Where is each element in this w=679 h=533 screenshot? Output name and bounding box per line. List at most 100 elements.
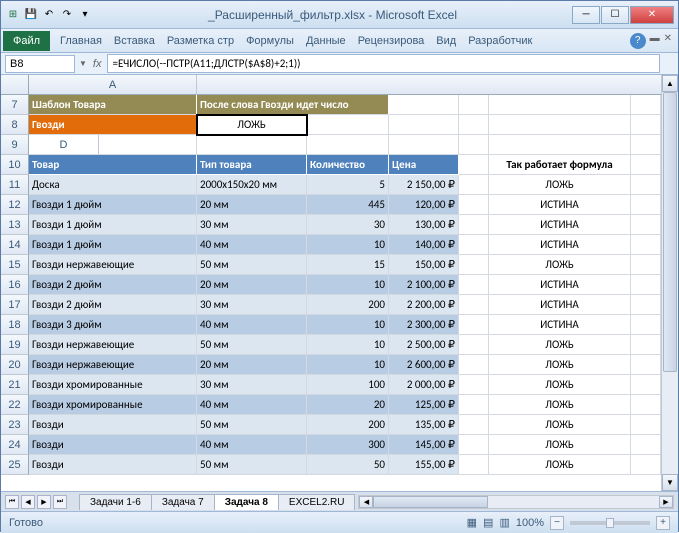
row-header[interactable]: 12 (1, 195, 29, 215)
column-header[interactable]: A (29, 75, 197, 95)
zoom-in-button[interactable]: + (656, 516, 670, 530)
cell[interactable]: 15 (307, 255, 389, 275)
sheet-tab[interactable]: Задача 7 (151, 494, 215, 510)
excel-icon[interactable]: ⊞ (5, 7, 21, 23)
cell[interactable]: 30 (307, 215, 389, 235)
cell[interactable]: 50 мм (197, 255, 307, 275)
cell[interactable]: 2000x150x20 мм (197, 175, 307, 195)
zoom-out-button[interactable]: − (550, 516, 564, 530)
cell[interactable]: 200 (307, 415, 389, 435)
cell[interactable] (631, 295, 661, 315)
ribbon-tab[interactable]: Главная (54, 31, 108, 51)
cell[interactable]: 155,00 ₽ (389, 455, 459, 475)
cell[interactable] (459, 175, 489, 195)
ribbon-tab[interactable]: Данные (300, 31, 352, 51)
name-box[interactable]: B8 (5, 55, 75, 73)
cell[interactable] (631, 455, 661, 475)
cell[interactable] (459, 155, 489, 175)
qat-more-icon[interactable]: ▾ (77, 7, 93, 23)
row-header[interactable]: 11 (1, 175, 29, 195)
cell[interactable]: 20 мм (197, 355, 307, 375)
cell[interactable]: ЛОЖЬ (489, 175, 631, 195)
cell[interactable] (489, 115, 631, 135)
ribbon-minimize-icon[interactable]: ▬ (650, 33, 660, 49)
cell[interactable]: 30 мм (197, 295, 307, 315)
namebox-dropdown-icon[interactable]: ▼ (79, 59, 87, 68)
cell[interactable]: Гвозди 2 дюйм (29, 275, 197, 295)
cell[interactable] (631, 395, 661, 415)
row-header[interactable]: 17 (1, 295, 29, 315)
cell[interactable]: 100 (307, 375, 389, 395)
cell[interactable] (307, 115, 389, 135)
cell[interactable]: ИСТИНА (489, 215, 631, 235)
cell[interactable] (459, 395, 489, 415)
ribbon-tab[interactable]: Рецензирова (352, 31, 431, 51)
cell[interactable]: 5 (307, 175, 389, 195)
cell[interactable]: Гвозди нержавеющие (29, 355, 197, 375)
cell[interactable]: ИСТИНА (489, 235, 631, 255)
scroll-up-button[interactable]: ▲ (662, 75, 678, 92)
cell[interactable] (631, 255, 661, 275)
cell[interactable] (459, 455, 489, 475)
cell[interactable]: 2 600,00 ₽ (389, 355, 459, 375)
cell[interactable]: Гвозди (29, 435, 197, 455)
save-icon[interactable]: 💾 (23, 7, 39, 23)
tab-last-button[interactable]: ⏭ (53, 495, 67, 509)
cell[interactable]: 50 (307, 455, 389, 475)
cell[interactable]: ЛОЖЬ (489, 415, 631, 435)
cell[interactable]: Гвозди хромированные (29, 375, 197, 395)
row-header[interactable]: 15 (1, 255, 29, 275)
row-header[interactable]: 22 (1, 395, 29, 415)
cell[interactable] (307, 135, 389, 155)
ribbon-tab[interactable]: Вставка (108, 31, 161, 51)
row-header[interactable]: 16 (1, 275, 29, 295)
cell[interactable]: 135,00 ₽ (389, 415, 459, 435)
vscroll-thumb[interactable] (663, 92, 677, 372)
cell[interactable] (631, 335, 661, 355)
undo-icon[interactable]: ↶ (41, 7, 57, 23)
row-header[interactable]: 18 (1, 315, 29, 335)
cell[interactable] (631, 375, 661, 395)
cell[interactable] (631, 275, 661, 295)
minimize-button[interactable]: ─ (572, 6, 600, 24)
hscroll-track[interactable] (373, 496, 659, 508)
ribbon-tab[interactable]: Разметка стр (161, 31, 240, 51)
cell[interactable] (459, 135, 489, 155)
cell[interactable] (29, 135, 197, 155)
cell[interactable]: ИСТИНА (489, 195, 631, 215)
cell[interactable]: ЛОЖЬ (489, 335, 631, 355)
cell[interactable] (459, 295, 489, 315)
vscroll-track[interactable] (662, 92, 678, 474)
table-header[interactable]: Тип товара (197, 155, 307, 175)
redo-icon[interactable]: ↷ (59, 7, 75, 23)
cell[interactable]: Гвозди нержавеющие (29, 335, 197, 355)
cell[interactable]: 40 мм (197, 315, 307, 335)
row-header[interactable]: 25 (1, 455, 29, 475)
cell[interactable]: 20 (307, 395, 389, 415)
maximize-button[interactable]: ☐ (601, 6, 629, 24)
cell[interactable]: 30 мм (197, 215, 307, 235)
sheet-tab[interactable]: Задачи 1-6 (79, 494, 152, 510)
cell[interactable]: ИСТИНА (489, 295, 631, 315)
cell[interactable]: 125,00 ₽ (389, 395, 459, 415)
row-header[interactable]: 19 (1, 335, 29, 355)
cell[interactable]: 20 мм (197, 195, 307, 215)
cell[interactable]: 445 (307, 195, 389, 215)
cell[interactable]: Шаблон Товара (29, 95, 197, 115)
cell[interactable]: 140,00 ₽ (389, 235, 459, 255)
ribbon-tab[interactable]: Формулы (240, 31, 300, 51)
cell[interactable] (631, 235, 661, 255)
row-header[interactable]: 13 (1, 215, 29, 235)
cell[interactable] (459, 255, 489, 275)
cell[interactable]: ЛОЖЬ (489, 255, 631, 275)
cell[interactable]: ЛОЖЬ (489, 375, 631, 395)
ribbon-close-icon[interactable]: ✕ (664, 33, 672, 49)
cell[interactable]: 10 (307, 235, 389, 255)
row-header[interactable]: 14 (1, 235, 29, 255)
cell[interactable]: 30 мм (197, 375, 307, 395)
cell[interactable] (459, 315, 489, 335)
cell[interactable]: 10 (307, 315, 389, 335)
scroll-down-button[interactable]: ▼ (662, 474, 678, 491)
cell[interactable] (631, 155, 661, 175)
table-header[interactable]: Количество (307, 155, 389, 175)
